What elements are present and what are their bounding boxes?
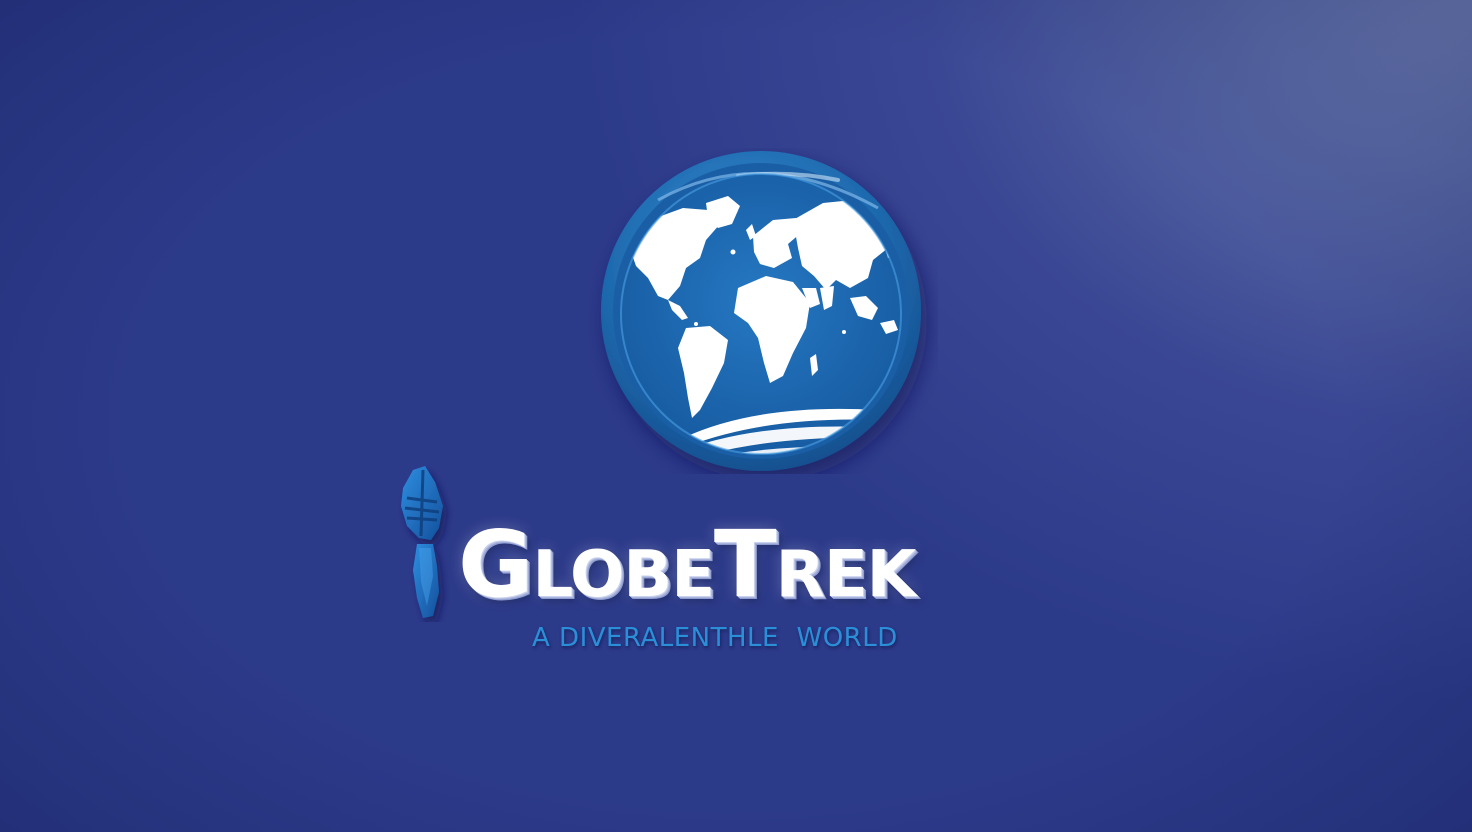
hiking-boot-icon xyxy=(383,466,463,622)
brand-tagline: A DIVERALENTHLE WORLD xyxy=(532,623,898,653)
globe-icon xyxy=(588,148,938,474)
brand-name: GlobeTrek xyxy=(458,511,916,618)
